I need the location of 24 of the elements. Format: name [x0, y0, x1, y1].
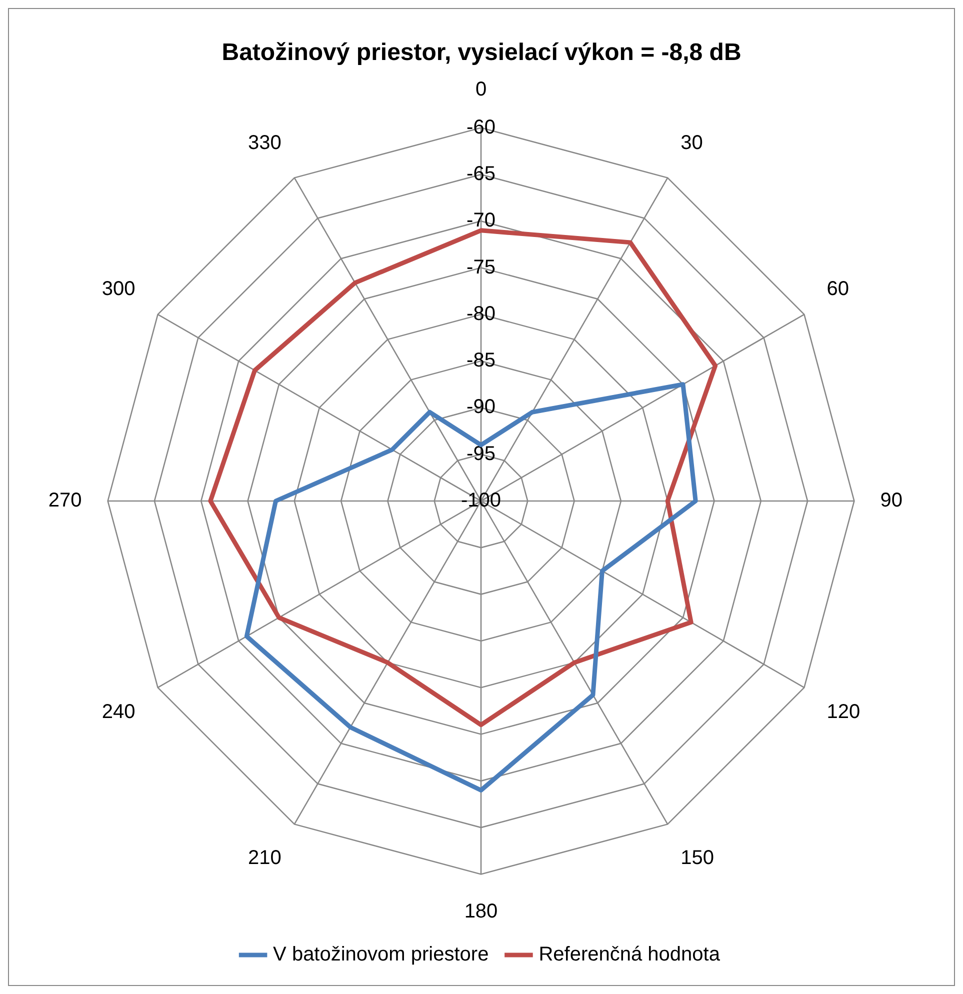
spoke-label: 150	[680, 847, 714, 870]
spoke-label: 60	[826, 278, 849, 300]
y-tick-label: -75	[466, 256, 496, 278]
legend-label: Referenčná hodnota	[538, 944, 721, 966]
y-tick-label: -60	[466, 116, 496, 138]
spoke-label: 270	[48, 490, 82, 512]
y-tick-label: -95	[466, 442, 496, 465]
chart-title: Batožinový priestor, vysielací výkon = -8,8 dB	[222, 39, 742, 66]
spoke-label: 300	[102, 278, 136, 300]
y-tick-label: -70	[466, 210, 496, 232]
spoke-label: 120	[826, 701, 860, 724]
y-tick-label: -85	[466, 350, 496, 372]
spoke-label: 180	[464, 900, 498, 923]
legend-label: V batožinovom priestore	[273, 944, 489, 966]
spoke-label: 30	[680, 132, 703, 154]
spoke-label: 0	[475, 78, 487, 100]
spoke-label: 90	[880, 490, 902, 512]
spoke-label: 210	[248, 847, 282, 870]
y-tick-label: -90	[466, 396, 496, 418]
y-tick-label: -100	[460, 490, 502, 512]
y-tick-label: -80	[466, 302, 496, 325]
spoke-label: 330	[248, 132, 282, 154]
y-tick-label: -65	[466, 162, 496, 185]
spoke-label: 240	[102, 701, 136, 724]
